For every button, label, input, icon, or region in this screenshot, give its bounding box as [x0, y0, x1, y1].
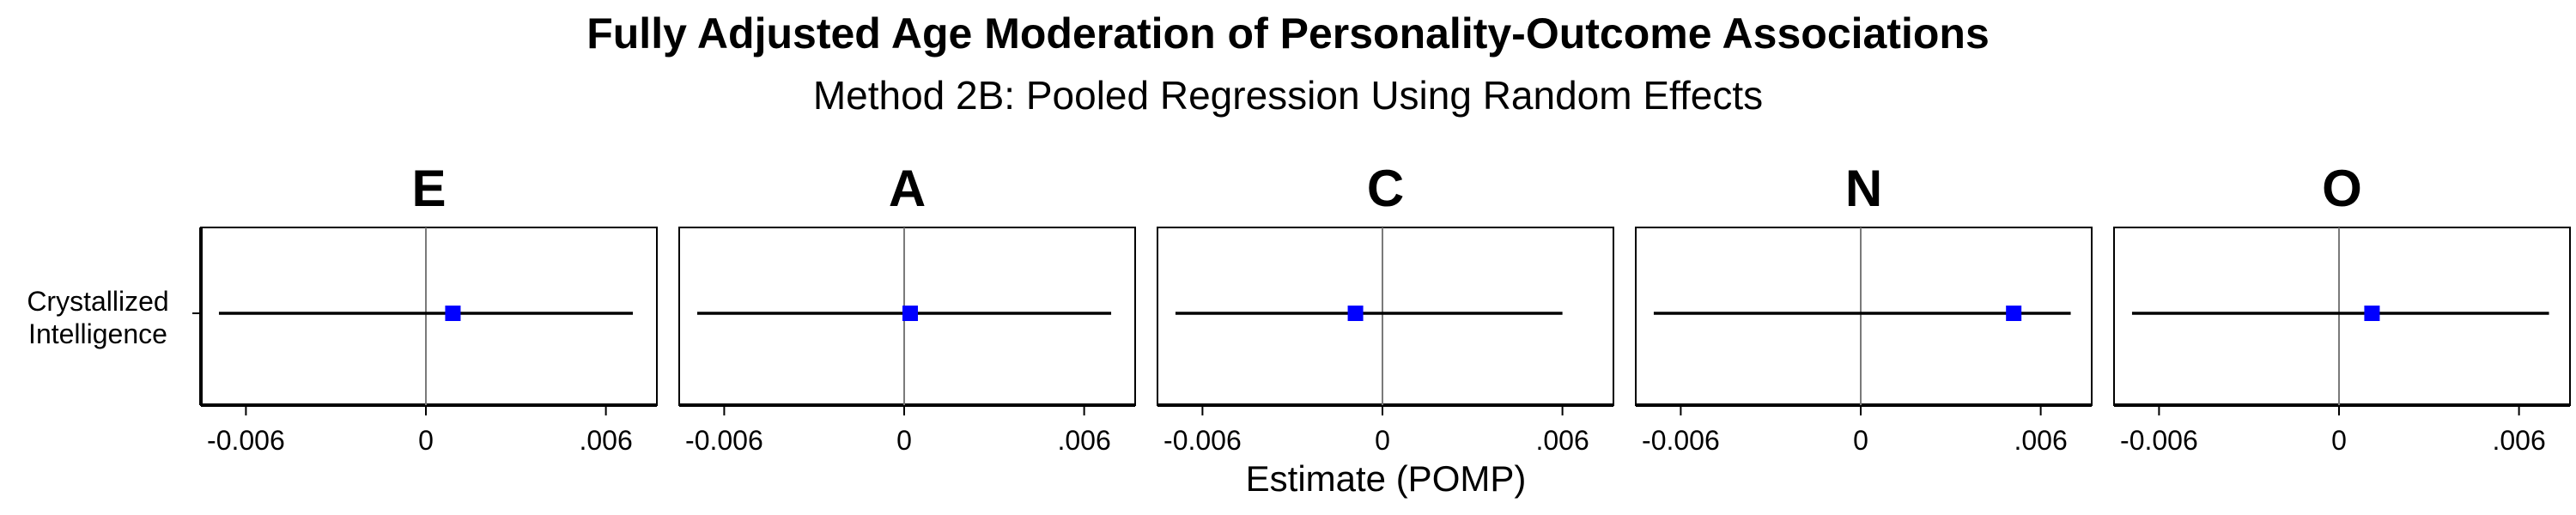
x-tick-label: .006	[2492, 425, 2545, 456]
facet-title: E	[411, 160, 446, 217]
x-tick-label: 0	[2331, 425, 2347, 456]
x-tick-label: -0.006	[1163, 425, 1242, 456]
x-tick-label: 0	[1375, 425, 1390, 456]
x-tick-label: .006	[1535, 425, 1589, 456]
panel-border	[2113, 227, 2571, 406]
x-tick-label: 0	[1853, 425, 1868, 456]
facet-title: C	[1367, 160, 1404, 217]
facet-title: O	[2322, 160, 2362, 217]
facet-title: A	[889, 160, 926, 217]
panel-A: A -0.006 0 .006	[678, 160, 1136, 456]
chart-subtitle: Method 2B: Pooled Regression Using Rando…	[812, 73, 1764, 118]
x-tick-label: 0	[896, 425, 912, 456]
x-tick-label: -0.006	[207, 425, 285, 456]
panel-O: O -0.006 0 .006	[2113, 160, 2571, 456]
estimate-point	[902, 306, 918, 321]
estimate-point	[2006, 306, 2022, 321]
y-label-line2: Intelligence	[28, 318, 167, 349]
chart-title: Fully Adjusted Age Moderation of Persona…	[586, 9, 1990, 58]
estimate-point	[2364, 306, 2380, 321]
panel-border	[1157, 227, 1614, 406]
estimate-point	[445, 306, 461, 321]
y-axis-label: Crystallized Intelligence	[27, 286, 168, 349]
x-axis-label: Estimate (POMP)	[1246, 458, 1527, 499]
facet-title: N	[1845, 160, 1882, 217]
y-label-line1: Crystallized	[27, 286, 168, 317]
x-tick-label: 0	[418, 425, 434, 456]
panel-N: N -0.006 0 .006	[1635, 160, 2093, 456]
panel-border	[200, 227, 658, 406]
x-tick-label: -0.006	[685, 425, 763, 456]
panels: E -0.006 0 .006 A -0.006 0 .006 C -0.006 0 .006 N -0.…	[199, 160, 2571, 456]
panel-E: E -0.006 0 .006	[199, 160, 658, 456]
x-tick-label: -0.006	[2120, 425, 2198, 456]
estimate-point	[1347, 306, 1364, 321]
x-tick-label: .006	[2014, 425, 2067, 456]
panel-border	[1635, 227, 2093, 406]
x-tick-label: -0.006	[1642, 425, 1720, 456]
panel-C: C -0.006 0 .006	[1157, 160, 1614, 456]
x-tick-label: .006	[579, 425, 632, 456]
x-tick-label: .006	[1057, 425, 1110, 456]
